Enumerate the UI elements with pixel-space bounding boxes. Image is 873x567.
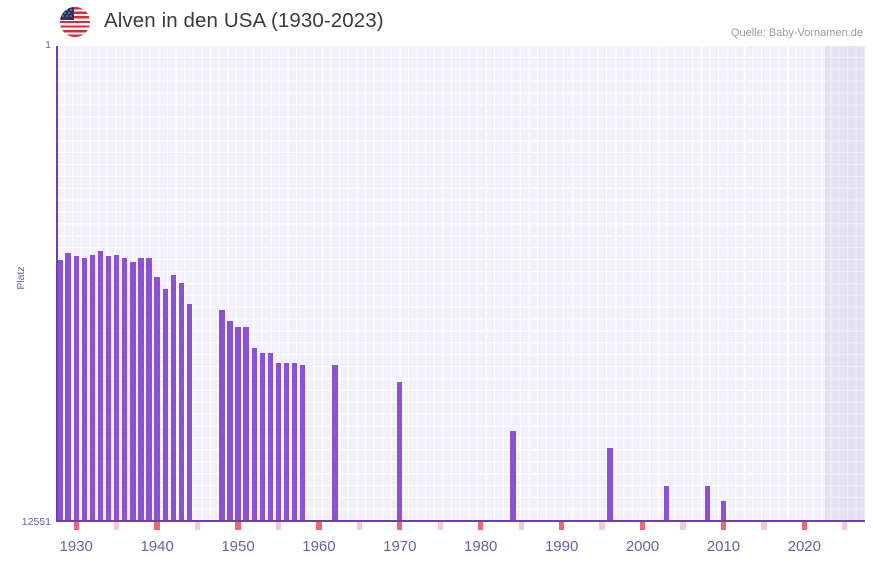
bar[interactable] bbox=[65, 252, 71, 522]
x-tick-major bbox=[720, 522, 727, 530]
source-note: Quelle: Baby-Vornamen.de bbox=[730, 27, 863, 39]
x-tick-major bbox=[478, 522, 484, 530]
bar[interactable] bbox=[186, 303, 193, 522]
bar[interactable] bbox=[130, 262, 136, 522]
bar[interactable] bbox=[704, 485, 710, 522]
bar[interactable] bbox=[227, 320, 233, 522]
bar[interactable] bbox=[664, 485, 670, 522]
x-tick-major bbox=[73, 522, 79, 530]
x-tick-major bbox=[235, 522, 241, 530]
bar[interactable] bbox=[97, 250, 104, 522]
x-tick-minor bbox=[437, 522, 443, 530]
y-axis-line bbox=[56, 46, 58, 522]
x-tick-minor bbox=[356, 522, 363, 530]
bar[interactable] bbox=[259, 353, 265, 522]
bar[interactable] bbox=[57, 260, 63, 522]
chart-title: Alven in den USA (1930-2023) bbox=[104, 9, 384, 32]
y-axis-title: Platz bbox=[15, 266, 27, 290]
bar[interactable] bbox=[251, 347, 257, 522]
bar[interactable] bbox=[510, 430, 516, 522]
x-tick-minor bbox=[599, 522, 605, 530]
x-tick-minor bbox=[275, 522, 282, 530]
bar[interactable] bbox=[607, 448, 613, 522]
x-tick-major bbox=[639, 522, 646, 530]
bar[interactable] bbox=[243, 326, 249, 522]
x-tick-minor bbox=[518, 522, 524, 530]
bar[interactable] bbox=[235, 326, 241, 522]
bar[interactable] bbox=[73, 256, 79, 522]
bar[interactable] bbox=[105, 256, 112, 522]
bar[interactable] bbox=[89, 254, 96, 522]
x-tick-label: 1940 bbox=[140, 538, 174, 555]
grid-major bbox=[56, 46, 865, 522]
x-tick-label: 1950 bbox=[221, 538, 255, 555]
bar[interactable] bbox=[219, 309, 225, 522]
x-tick-major bbox=[397, 522, 403, 530]
bar[interactable] bbox=[332, 364, 338, 522]
bar[interactable] bbox=[300, 364, 306, 522]
x-tick-major bbox=[801, 522, 807, 530]
x-axis-line bbox=[56, 520, 865, 522]
bar[interactable] bbox=[162, 288, 168, 522]
bar[interactable] bbox=[154, 277, 160, 522]
bar[interactable] bbox=[138, 258, 144, 522]
x-tick-label: 1970 bbox=[383, 538, 417, 555]
x-tick-major bbox=[316, 522, 322, 530]
bar[interactable] bbox=[720, 501, 727, 522]
bar[interactable] bbox=[178, 283, 185, 522]
bar[interactable] bbox=[122, 257, 128, 522]
x-tick-minor bbox=[194, 522, 201, 530]
chart-header: Alven in den USA (1930-2023) Quelle: Bab… bbox=[0, 0, 873, 46]
x-tick-minor bbox=[114, 522, 120, 530]
bar[interactable] bbox=[267, 353, 274, 522]
x-tick-major bbox=[558, 522, 565, 530]
x-tick-label: 2000 bbox=[625, 538, 660, 555]
x-tick-major bbox=[154, 522, 160, 530]
bar[interactable] bbox=[170, 275, 176, 522]
x-tick-minor bbox=[680, 522, 686, 530]
bar[interactable] bbox=[283, 362, 290, 522]
us-flag-icon bbox=[60, 7, 90, 37]
bar[interactable] bbox=[146, 258, 152, 522]
x-tick-label: 1930 bbox=[59, 538, 93, 555]
flag-canton bbox=[60, 7, 74, 20]
x-tick-label: 1980 bbox=[464, 538, 498, 555]
x-tick-minor bbox=[761, 522, 767, 530]
bar[interactable] bbox=[275, 362, 282, 522]
plot-area bbox=[56, 46, 865, 530]
x-tick-label: 1960 bbox=[302, 538, 336, 555]
x-tick-minor bbox=[842, 522, 848, 530]
y-axis-top-label: 1 bbox=[45, 39, 51, 51]
bar[interactable] bbox=[291, 362, 298, 522]
bar[interactable] bbox=[397, 381, 403, 522]
y-axis-bottom-label: 12551 bbox=[21, 516, 51, 528]
x-tick-label: 1990 bbox=[544, 538, 579, 555]
no-data-shaded-region bbox=[824, 46, 865, 522]
bar[interactable] bbox=[81, 258, 87, 522]
x-tick-label: 2010 bbox=[706, 538, 741, 555]
bar[interactable] bbox=[114, 255, 120, 522]
x-tick-label: 2020 bbox=[787, 538, 821, 555]
